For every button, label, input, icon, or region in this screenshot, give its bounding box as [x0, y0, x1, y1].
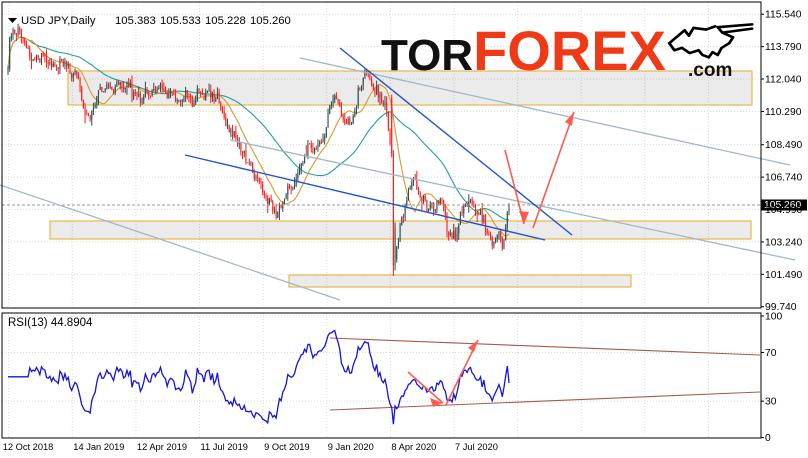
- svg-text:105.533: 105.533: [160, 15, 201, 27]
- svg-text:104.990: 104.990: [765, 205, 802, 216]
- svg-text:101.490: 101.490: [765, 270, 802, 281]
- svg-text:8 Apr 2020: 8 Apr 2020: [391, 442, 436, 452]
- svg-text:105.383: 105.383: [115, 15, 156, 27]
- svg-text:106.740: 106.740: [765, 173, 802, 184]
- svg-text:70: 70: [765, 348, 777, 359]
- svg-text:11 Jul 2019: 11 Jul 2019: [201, 442, 248, 452]
- svg-text:14 Jan 2019: 14 Jan 2019: [73, 442, 124, 452]
- svg-text:105.228: 105.228: [205, 15, 246, 27]
- svg-text:115.540: 115.540: [765, 10, 802, 21]
- svg-text:USD JPY,Daily: USD JPY,Daily: [21, 15, 96, 27]
- svg-text:0: 0: [765, 433, 771, 444]
- svg-text:9 Jan 2020: 9 Jan 2020: [328, 442, 374, 452]
- svg-text:30: 30: [765, 397, 777, 408]
- svg-text:108.490: 108.490: [765, 140, 802, 151]
- svg-text:.com: .com: [688, 60, 732, 81]
- svg-text:110.290: 110.290: [765, 107, 802, 118]
- svg-text:12 Apr 2019: 12 Apr 2019: [137, 442, 187, 452]
- svg-text:RSI(13) 44.8904: RSI(13) 44.8904: [8, 317, 93, 329]
- svg-text:112.040: 112.040: [765, 75, 802, 86]
- svg-text:100: 100: [765, 312, 782, 323]
- svg-text:12 Oct 2018: 12 Oct 2018: [3, 442, 54, 452]
- svg-text:103.240: 103.240: [765, 237, 802, 248]
- svg-text:9 Oct 2019: 9 Oct 2019: [264, 442, 309, 452]
- svg-text:105.260: 105.260: [250, 15, 291, 27]
- svg-text:113.790: 113.790: [765, 42, 802, 53]
- svg-text:7 Jul 2020: 7 Jul 2020: [455, 442, 498, 452]
